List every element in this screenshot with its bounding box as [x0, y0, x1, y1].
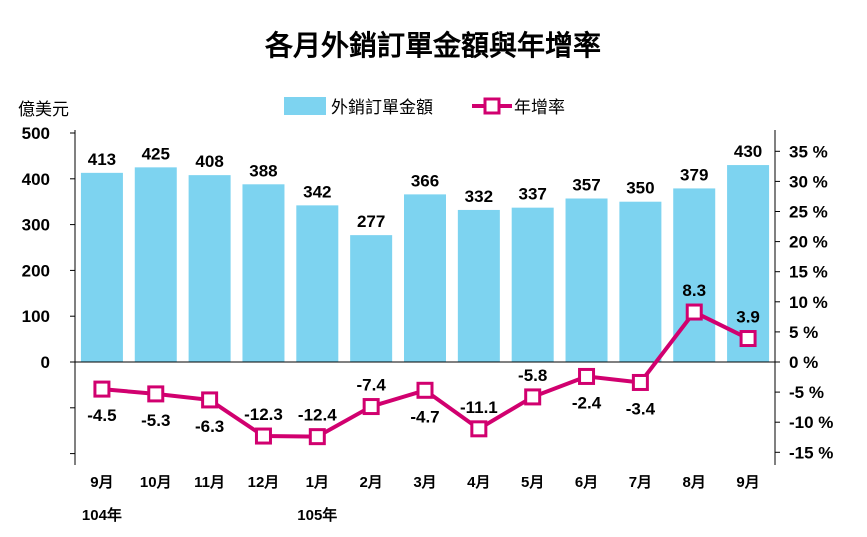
right-tick-label: -5 %	[789, 383, 824, 402]
bar-value-label: 366	[411, 171, 439, 190]
bar-value-label: 425	[142, 144, 170, 163]
rate-marker	[739, 330, 757, 348]
rate-marker	[201, 391, 219, 409]
legend-line-marker	[483, 97, 501, 115]
rate-value-label: 8.3	[682, 281, 706, 300]
right-tick-label: -15 %	[789, 443, 833, 462]
right-tick-label: 35 %	[789, 142, 828, 161]
category-label: 12月	[248, 474, 280, 491]
right-tick-label: 20 %	[789, 233, 828, 252]
category-label: 9月	[736, 474, 759, 491]
right-tick-label: 0 %	[789, 353, 818, 372]
bar-value-label: 408	[195, 152, 223, 171]
right-tick-label: 15 %	[789, 263, 828, 282]
rate-marker	[308, 428, 326, 446]
rate-value-label: -11.1	[460, 398, 498, 417]
bar	[134, 167, 177, 362]
left-tick-label: 400	[22, 170, 50, 189]
bar-value-label: 342	[303, 182, 331, 201]
rate-value-label: -7.4	[357, 376, 387, 395]
bar	[565, 198, 608, 362]
left-axis-unit: 億美元	[18, 100, 69, 120]
category-label: 7月	[629, 474, 652, 491]
bar-value-label: 430	[734, 142, 762, 161]
right-tick-label: 5 %	[789, 323, 818, 342]
left-tick-label: 500	[22, 124, 50, 143]
legend-bar-label: 外銷訂單金額	[331, 98, 433, 118]
bar-value-label: 337	[519, 185, 547, 204]
category-label: 6月	[575, 474, 598, 491]
plot-area: 413 425 408 388 342 277 366 332 337 357 350 379 430 0…	[22, 124, 834, 524]
category-label: 4月	[467, 474, 490, 491]
category-label: 11月	[194, 474, 225, 491]
bar	[404, 194, 446, 362]
rate-marker	[416, 381, 434, 399]
rate-marker	[147, 385, 165, 403]
rate-value-label: -4.7	[410, 407, 439, 426]
rate-value-label: -5.3	[141, 411, 170, 430]
rate-value-label: -4.5	[87, 406, 116, 425]
category-label: 8月	[683, 474, 706, 491]
category-label: 1月	[306, 474, 329, 491]
bar-value-label: 357	[572, 175, 600, 194]
bar-value-label: 379	[680, 165, 708, 184]
right-tick-label: 10 %	[789, 293, 828, 312]
legend: 外銷訂單金額 年增率	[284, 97, 565, 118]
legend-bar-swatch	[284, 97, 326, 115]
legend-line-label: 年增率	[514, 98, 565, 118]
rate-value-label: -2.4	[572, 393, 602, 412]
rate-value-label: -3.4	[626, 399, 656, 418]
rate-marker	[470, 420, 488, 438]
bar	[457, 209, 500, 362]
category-label: 3月	[413, 474, 436, 491]
category-label: 2月	[359, 474, 382, 491]
rate-marker	[362, 398, 380, 416]
category-label: 10月	[140, 474, 172, 491]
right-tick-label: 30 %	[789, 172, 828, 191]
rate-marker	[254, 427, 272, 445]
bar	[188, 175, 231, 362]
bar	[673, 188, 716, 362]
bar	[80, 172, 123, 362]
bar	[727, 165, 770, 362]
left-tick-label: 100	[22, 307, 50, 326]
rate-marker	[631, 373, 649, 391]
bar-value-label: 413	[88, 150, 116, 169]
bar	[242, 184, 285, 362]
rate-value-label: 3.9	[736, 308, 760, 327]
chart-title: 各月外銷訂單金額與年增率	[264, 29, 601, 62]
left-tick-label: 0	[41, 353, 50, 372]
rate-value-label: -12.3	[244, 405, 283, 424]
bar-value-label: 388	[249, 161, 277, 180]
bar	[350, 235, 393, 362]
rate-value-label: -12.4	[298, 406, 337, 425]
year-label: 105年	[297, 506, 337, 524]
year-label: 104年	[82, 506, 122, 524]
right-tick-label: -10 %	[789, 413, 833, 432]
bar-value-label: 332	[465, 187, 493, 206]
bar	[619, 201, 662, 362]
bar	[511, 207, 554, 362]
rate-marker	[578, 367, 596, 385]
category-label: 5月	[521, 474, 544, 491]
left-tick-label: 200	[22, 261, 50, 280]
bar	[296, 205, 339, 362]
rate-marker	[93, 380, 111, 398]
rate-value-label: -5.8	[518, 366, 547, 385]
rate-marker	[685, 303, 703, 321]
rate-marker	[524, 388, 542, 406]
right-tick-label: 25 %	[789, 203, 828, 222]
rate-value-label: -6.3	[195, 417, 224, 436]
bar-value-label: 350	[626, 179, 654, 198]
category-label: 9月	[90, 474, 113, 491]
left-tick-label: 300	[22, 216, 50, 235]
bar-value-label: 277	[357, 212, 385, 231]
